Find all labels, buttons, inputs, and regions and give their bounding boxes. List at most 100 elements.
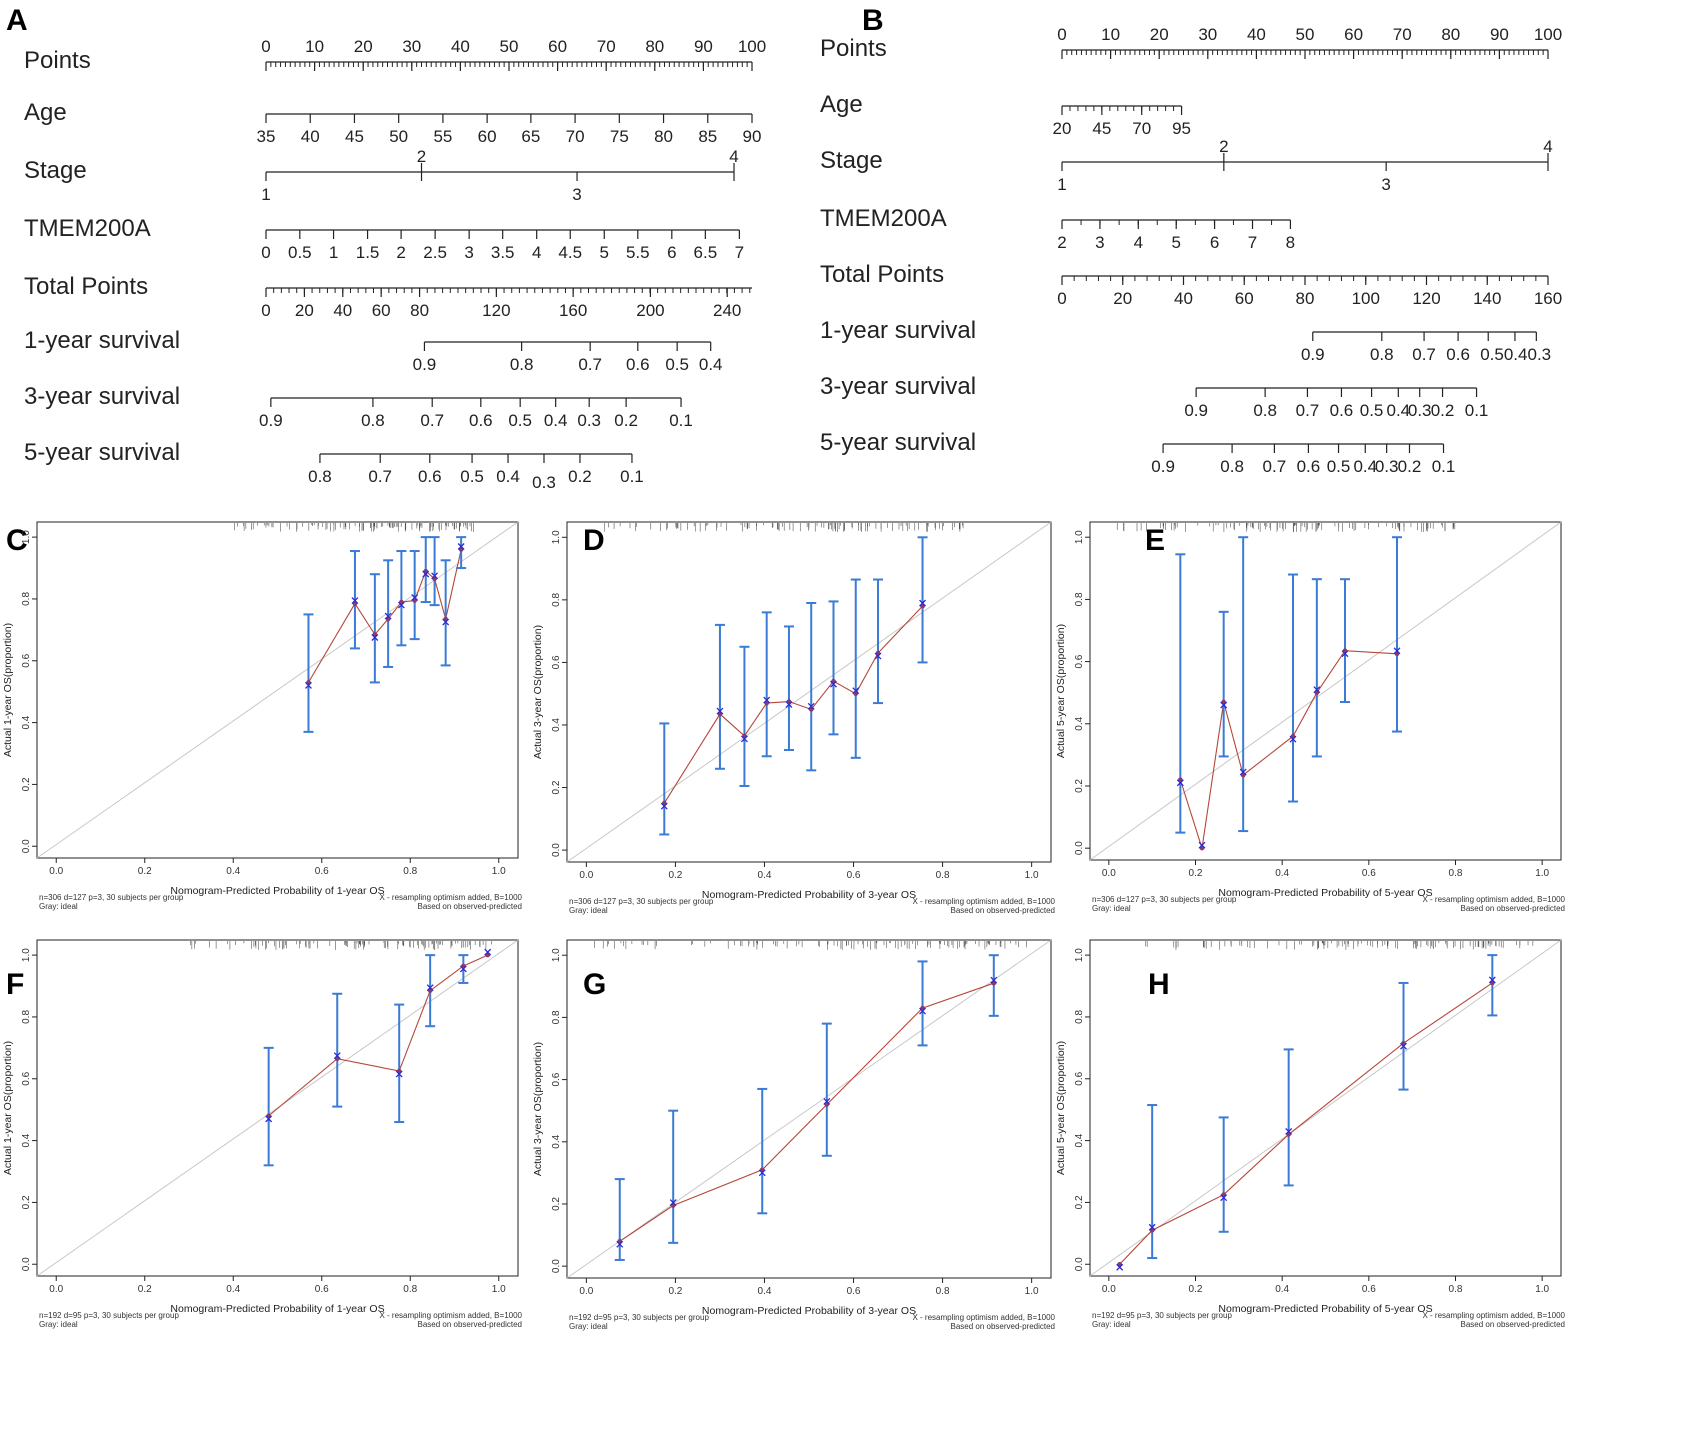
tick-label: 60: [372, 301, 391, 320]
y-axis-label: Actual 1-year OS(proportion): [2, 623, 14, 757]
note-right: X - resampling optimism added, B=1000: [912, 1313, 1055, 1322]
y-tick-label: 0.2: [1074, 779, 1085, 793]
x-tick-label: 0.4: [1275, 1284, 1289, 1295]
x-tick-label: 0.2: [1189, 1284, 1203, 1295]
calibration-panel-g: 0.0 0.0 0.2 0.2 0.4 0.4 0.6 0.6 0.8 0.8 1.0 1.0 Nomo…: [532, 939, 1056, 1331]
tick-label: 5.5: [626, 243, 650, 262]
y-tick-label: 0.2: [551, 780, 562, 794]
y-tick-label: 1.0: [21, 530, 32, 544]
row-label: 5-year survival: [820, 429, 976, 456]
row-label: 1-year survival: [24, 327, 180, 354]
row-label: 3-year survival: [820, 373, 976, 400]
rug: [190, 941, 492, 950]
bias-corrected-point: [1393, 647, 1401, 655]
y-tick-label: 0.0: [21, 1257, 32, 1271]
tick-label: 0.8: [1253, 401, 1277, 420]
tick-label: 0: [261, 301, 270, 320]
tick-label: 30: [402, 37, 421, 56]
bias-corrected-point: [1148, 1223, 1156, 1231]
x-tick-label: 1.0: [492, 866, 506, 877]
calibration-panel-h: 0.0 0.0 0.2 0.2 0.4 0.4 0.6 0.6 0.8 0.8 1.0 1.0 Nomo…: [1055, 939, 1566, 1329]
tick-label: 0.6: [1297, 457, 1321, 476]
bias-corrected-point: [1220, 701, 1228, 709]
calibration-point: [425, 954, 436, 1028]
tick-label: 45: [1092, 119, 1111, 138]
tick-label: 200: [636, 301, 664, 320]
tick-label: 80: [654, 127, 673, 146]
bias-corrected-point: [422, 570, 430, 578]
tick-label: 80: [1441, 25, 1460, 44]
x-tick-label: 0.0: [49, 866, 63, 877]
y-axis-label: Actual 5-year OS(proportion): [1055, 624, 1067, 758]
y-tick-label: 0.4: [21, 715, 32, 729]
tick-label: 0.3: [1375, 457, 1399, 476]
calibration-point: [440, 559, 451, 667]
bias-corrected-point: [1198, 841, 1206, 849]
note-left: Gray: ideal: [1092, 904, 1131, 913]
tick-label: 35: [257, 127, 276, 146]
panel-letter-f: F: [6, 968, 24, 1001]
tick-label: 2: [396, 243, 405, 262]
x-axis-label: Nomogram-Predicted Probability of 1-year…: [170, 1303, 384, 1315]
calibration-point: [396, 550, 407, 647]
x-tick-label: 0.2: [668, 1286, 682, 1297]
row-label: 1-year survival: [820, 317, 976, 344]
y-tick-label: 0.8: [551, 592, 562, 606]
bias-corrected-point: [990, 976, 998, 984]
row-label: Stage: [820, 147, 883, 174]
rug: [603, 523, 964, 532]
x-tick-label: 0.8: [403, 1284, 417, 1295]
panel-letters: A B C D E F G H: [6, 4, 1170, 1001]
tick-label: 0.1: [1432, 457, 1456, 476]
bias-corrected-point: [395, 1070, 403, 1078]
tick-label: 70: [597, 37, 616, 56]
calibration-point: [761, 611, 772, 758]
plot-frame: [1089, 939, 1562, 1277]
x-axis-label: Nomogram-Predicted Probability of 3-year…: [702, 1305, 916, 1317]
tick-label: 1: [1057, 175, 1066, 194]
tick-label: 0.7: [1296, 401, 1320, 420]
nomogram-row-1-year-survival: 1-year survival 0.9 0.8 0.7 0.6 0.5 0.4: [24, 327, 723, 374]
observed-line: [619, 982, 994, 1242]
x-tick-label: 0.0: [1102, 1284, 1116, 1295]
tick-label: 3.5: [491, 243, 515, 262]
note-left: n=192 d=95 p=3, 30 subjects per group: [1092, 1311, 1232, 1320]
tick-label: 80: [1296, 289, 1315, 308]
calibration-point: [1238, 536, 1249, 833]
calibration-point: [917, 536, 928, 664]
x-tick-label: 1.0: [1025, 1286, 1039, 1297]
calibration-point: [394, 1003, 405, 1124]
tick-label: 0.4: [1353, 457, 1377, 476]
observed-line: [268, 954, 488, 1117]
nomogram-row-5-year-survival: 5-year survival 0.9 0.8 0.7 0.6 0.5 0.40.3 0.2 0…: [820, 429, 1455, 476]
bias-corrected-point: [1220, 1194, 1228, 1202]
tick-label: 0: [261, 243, 270, 262]
tick-label: 0.7: [578, 355, 602, 374]
bias-corrected-point: [785, 701, 793, 708]
calibration-point: [484, 948, 492, 958]
bias-corrected-point: [411, 594, 419, 601]
tick-label: 160: [559, 301, 587, 320]
y-tick-label: 0.4: [21, 1133, 32, 1147]
x-axis-label: Nomogram-Predicted Probability of 3-year…: [702, 889, 916, 901]
tick-label: 50: [500, 37, 519, 56]
tick-label: 3: [464, 243, 473, 262]
note-left: Gray: ideal: [39, 1320, 78, 1329]
note-right: Based on observed-predicted: [1460, 1320, 1565, 1329]
x-tick-label: 0.0: [579, 870, 593, 881]
tick-label: 7: [1248, 233, 1257, 252]
calibration-point: [409, 550, 420, 641]
bias-corrected-point: [305, 681, 312, 689]
calibration-point: [659, 722, 670, 836]
bias-corrected-point: [1400, 1042, 1407, 1050]
y-axis-label: Actual 5-year OS(proportion): [1055, 1041, 1067, 1175]
tick-label: 95: [1172, 119, 1191, 138]
bias-corrected-point: [1488, 976, 1496, 984]
tick-label: 0.9: [1184, 401, 1208, 420]
bias-corrected-point: [716, 707, 724, 715]
tick-label: 20: [1150, 25, 1169, 44]
calibration-point: [458, 954, 469, 984]
y-tick-label: 0.6: [1074, 654, 1085, 668]
note-right: Based on observed-predicted: [1460, 904, 1565, 913]
y-tick-label: 0.0: [1074, 1257, 1085, 1271]
